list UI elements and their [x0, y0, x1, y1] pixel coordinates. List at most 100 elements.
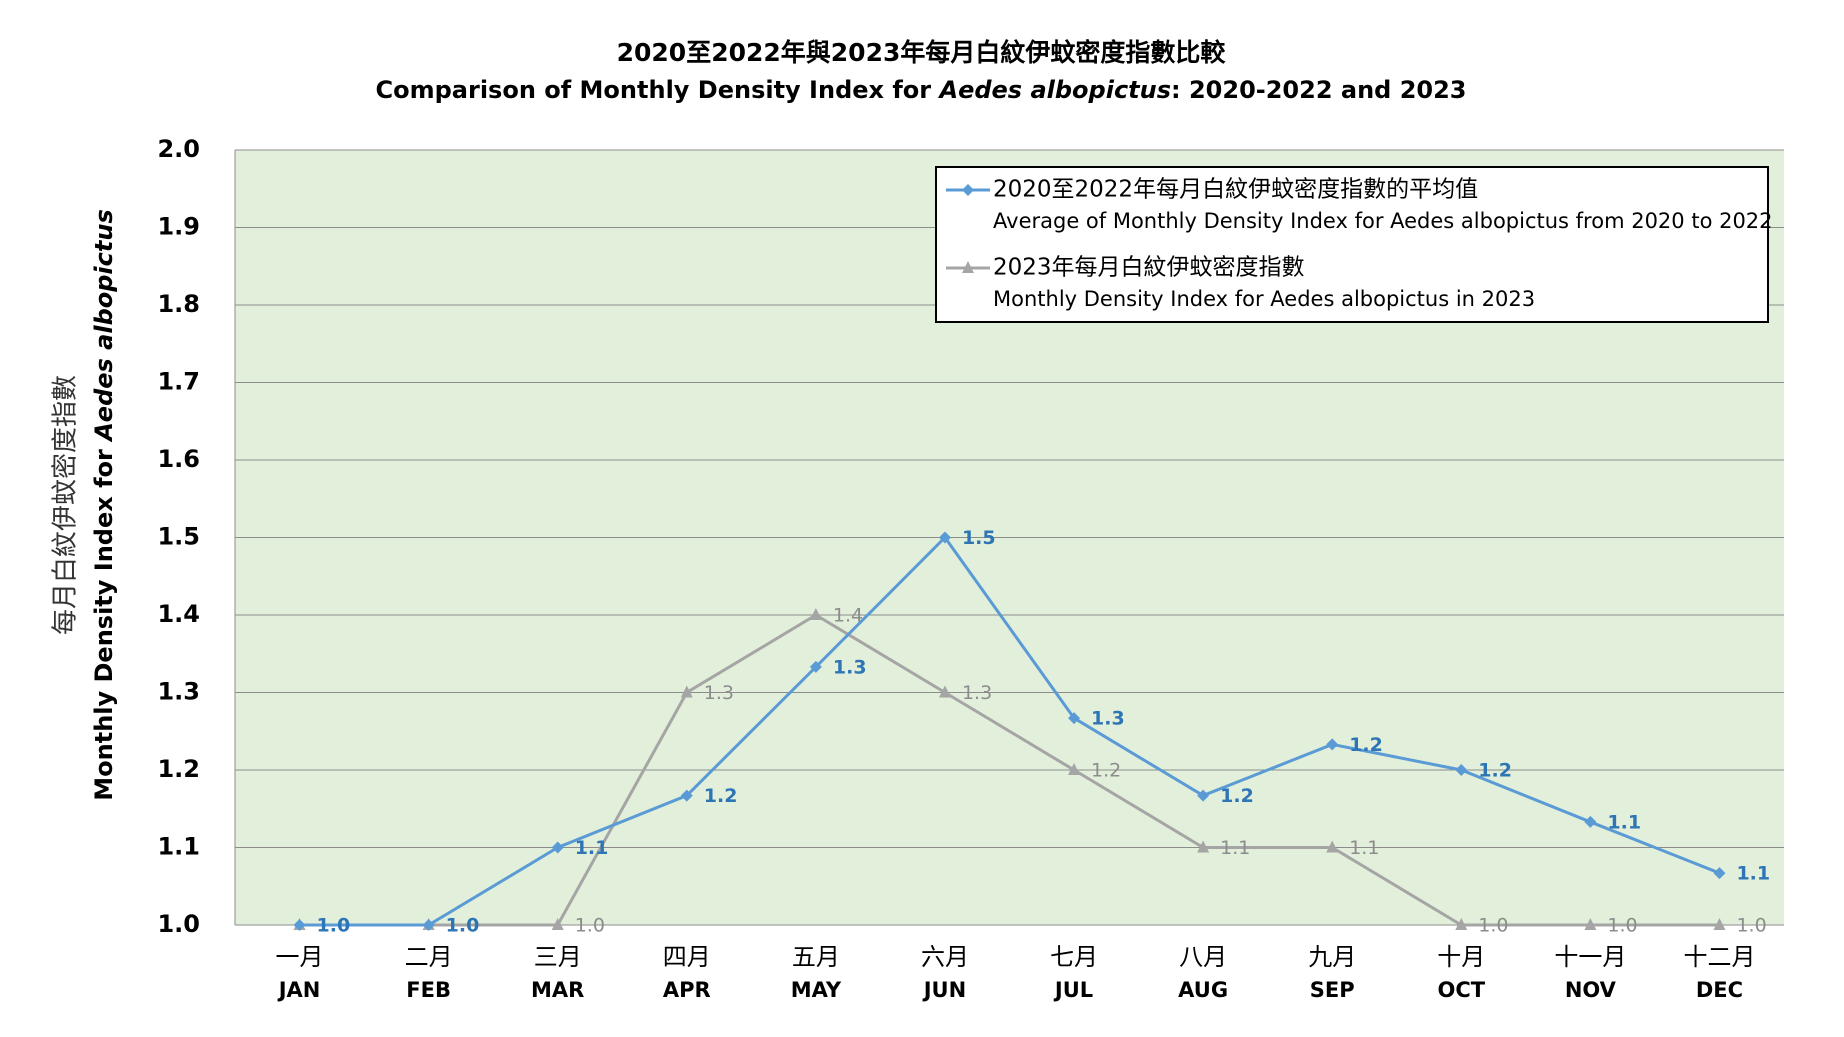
- legend-label: 2020至2022年每月白紋伊蚊密度指數的平均值: [993, 177, 1478, 203]
- y-tick-label: 1.5: [157, 523, 200, 551]
- title-part: Aedes albopictus: [938, 76, 1172, 104]
- marker: [422, 919, 435, 931]
- marker: [1713, 867, 1726, 880]
- marker: [938, 531, 951, 544]
- x-tick-label-zh: 六月: [921, 943, 969, 971]
- x-tick-label: FEB: [406, 978, 451, 1002]
- marker: [1455, 764, 1468, 776]
- data-label: 1.2: [1220, 785, 1254, 807]
- marker: [809, 608, 822, 620]
- marker: [1455, 918, 1468, 930]
- y-tick-label: 1.0: [157, 910, 200, 938]
- marker: [962, 184, 974, 196]
- marker: [1197, 840, 1210, 853]
- x-tick-label-zh: 二月: [405, 943, 453, 971]
- data-label: 1.0: [1478, 915, 1508, 937]
- data-label: 1.1: [1349, 837, 1379, 859]
- marker: [1713, 918, 1726, 930]
- chart-title-en: Comparison of Monthly Density Index for …: [376, 76, 1467, 104]
- y-axis-label-en: Monthly Density Index for Aedes albopict…: [90, 209, 118, 800]
- marker: [1584, 918, 1597, 930]
- chart-title-zh: 2020至2022年與2023年每月白紋伊蚊密度指數比較: [617, 38, 1227, 67]
- data-label: 1.2: [1349, 734, 1383, 756]
- x-tick-label: APR: [663, 978, 711, 1002]
- x-tick-label: AUG: [1178, 978, 1228, 1002]
- x-tick-label: OCT: [1437, 978, 1485, 1002]
- data-label: 1.1: [575, 837, 609, 859]
- y-tick-label: 2.0: [157, 135, 200, 163]
- x-tick-label-zh: 七月: [1050, 943, 1098, 971]
- x-tick-label: MAY: [791, 978, 842, 1002]
- y-tick-label: 1.6: [157, 445, 200, 473]
- marker: [680, 685, 693, 698]
- data-label: 1.1: [1220, 837, 1250, 859]
- x-tick-label-zh: 一月: [276, 943, 324, 971]
- legend: 2020至2022年每月白紋伊蚊密度指數的平均值 Average of Month…: [935, 166, 1773, 323]
- marker: [1068, 712, 1081, 725]
- data-label: 1.0: [317, 915, 351, 937]
- marker: [551, 918, 564, 930]
- data-label: 1.3: [1091, 708, 1125, 730]
- x-tick-label-zh: 三月: [534, 943, 582, 971]
- x-tick-label: JAN: [277, 978, 321, 1002]
- data-label: 1.2: [1091, 760, 1121, 782]
- x-tick-label-zh: 十月: [1437, 943, 1485, 971]
- data-label: 1.3: [833, 656, 867, 678]
- y-tick-label: 1.3: [157, 678, 200, 706]
- data-label: 1.3: [962, 682, 992, 704]
- y-tick-label: 1.9: [157, 213, 200, 241]
- x-tick-label: DEC: [1696, 978, 1743, 1002]
- data-label: 1.2: [1478, 760, 1512, 782]
- marker: [1584, 815, 1597, 828]
- x-tick-label: SEP: [1310, 978, 1355, 1002]
- marker: [1326, 738, 1339, 751]
- data-label: 1.3: [704, 682, 734, 704]
- legend-box: [935, 166, 1769, 323]
- data-label: 1.5: [962, 527, 996, 549]
- data-label: 1.0: [446, 915, 480, 937]
- title-part: Comparison of Monthly Density Index for: [376, 76, 940, 104]
- legend-label: 2023年每月白紋伊蚊密度指數: [993, 255, 1305, 281]
- data-label: 1.1: [1736, 863, 1770, 885]
- marker: [938, 685, 951, 698]
- data-label: 1.4: [833, 605, 863, 627]
- y-tick-label: 1.7: [157, 368, 200, 396]
- x-tick-label-zh: 八月: [1179, 943, 1227, 971]
- marker: [809, 660, 822, 673]
- legend-label: Average of Monthly Density Index for Aed…: [993, 209, 1773, 233]
- x-tick-label-zh: 九月: [1308, 943, 1356, 971]
- marker: [962, 261, 974, 273]
- series-line: [299, 613, 1720, 927]
- data-label: 1.0: [1736, 915, 1766, 937]
- x-tick-label-zh: 四月: [663, 943, 711, 971]
- series-line: [299, 535, 1721, 927]
- ylabel-part: Aedes albopictus: [90, 209, 118, 443]
- title-part: : 2020-2022 and 2023: [1171, 76, 1466, 104]
- x-tick-label-zh: 五月: [792, 943, 840, 971]
- data-label: 1.0: [575, 915, 605, 937]
- marker: [1326, 840, 1339, 853]
- x-tick-label: JUL: [1053, 978, 1093, 1002]
- marker: [1068, 763, 1081, 775]
- marker: [680, 789, 693, 802]
- x-tick-label: MAR: [531, 978, 584, 1002]
- legend-label: Monthly Density Index for Aedes albopict…: [993, 287, 1535, 311]
- y-tick-label: 1.4: [157, 600, 200, 628]
- x-tick-label-zh: 十一月: [1554, 943, 1626, 971]
- marker: [1197, 789, 1210, 802]
- y-tick-label: 1.2: [157, 755, 200, 783]
- y-axis-label-zh: 每月白紋伊蚊密度指數: [51, 375, 81, 635]
- x-tick-label-zh: 十二月: [1683, 943, 1755, 971]
- data-label: 1.1: [1607, 811, 1641, 833]
- ylabel-part: Monthly Density Index for: [90, 441, 118, 801]
- x-tick-label: JUN: [922, 978, 966, 1002]
- x-tick-label: NOV: [1565, 978, 1617, 1002]
- marker: [293, 919, 306, 931]
- marker: [551, 841, 564, 854]
- y-tick-label: 1.1: [157, 833, 200, 861]
- data-label: 1.0: [1607, 915, 1637, 937]
- data-label: 1.2: [704, 785, 738, 807]
- y-tick-label: 1.8: [157, 290, 200, 318]
